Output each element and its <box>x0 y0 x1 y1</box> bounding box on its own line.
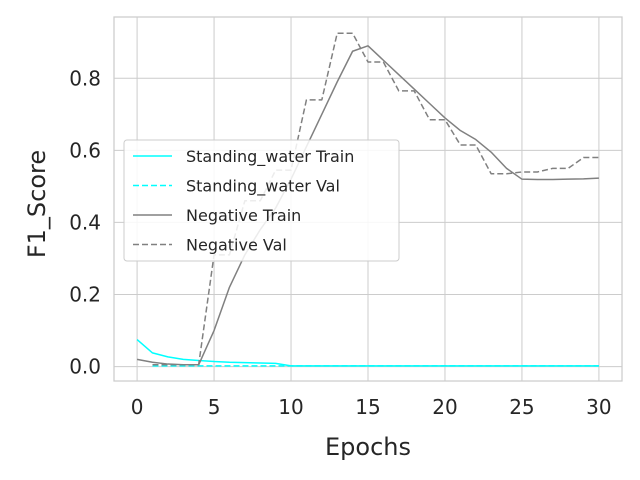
x-tick-label: 0 <box>131 395 144 419</box>
y-tick-label: 0.6 <box>69 138 101 162</box>
legend-label-standing-water-train: Standing_water Train <box>186 147 354 167</box>
y-tick-label: 0.8 <box>69 66 101 90</box>
y-axis-label: F1_Score <box>23 150 51 258</box>
series-layer <box>136 32 599 367</box>
x-tick-label: 15 <box>355 395 380 419</box>
series-line-negative-val <box>152 32 599 366</box>
legend: Standing_water Train Standing_water Val Ne… <box>123 139 400 262</box>
x-tick-label: 5 <box>208 395 221 419</box>
y-tick-labels: 0.0 0.2 0.4 0.6 0.8 <box>69 66 101 378</box>
x-axis-label: Epochs <box>325 433 411 461</box>
y-tick-label: 0.0 <box>69 355 101 379</box>
y-tick-label: 0.4 <box>69 210 101 234</box>
x-tick-label: 25 <box>509 395 534 419</box>
x-tick-label: 30 <box>586 395 611 419</box>
series-line-negative-train <box>136 45 599 366</box>
legend-label-negative-train: Negative Train <box>186 206 301 225</box>
legend-box <box>123 139 400 262</box>
legend-label-negative-val: Negative Val <box>186 236 287 255</box>
x-tick-labels: 0 5 10 15 20 25 30 <box>131 395 612 419</box>
legend-label-standing-water-val: Standing_water Val <box>186 177 340 197</box>
x-tick-label: 10 <box>278 395 303 419</box>
y-tick-label: 0.2 <box>69 283 101 307</box>
x-tick-label: 20 <box>432 395 457 419</box>
